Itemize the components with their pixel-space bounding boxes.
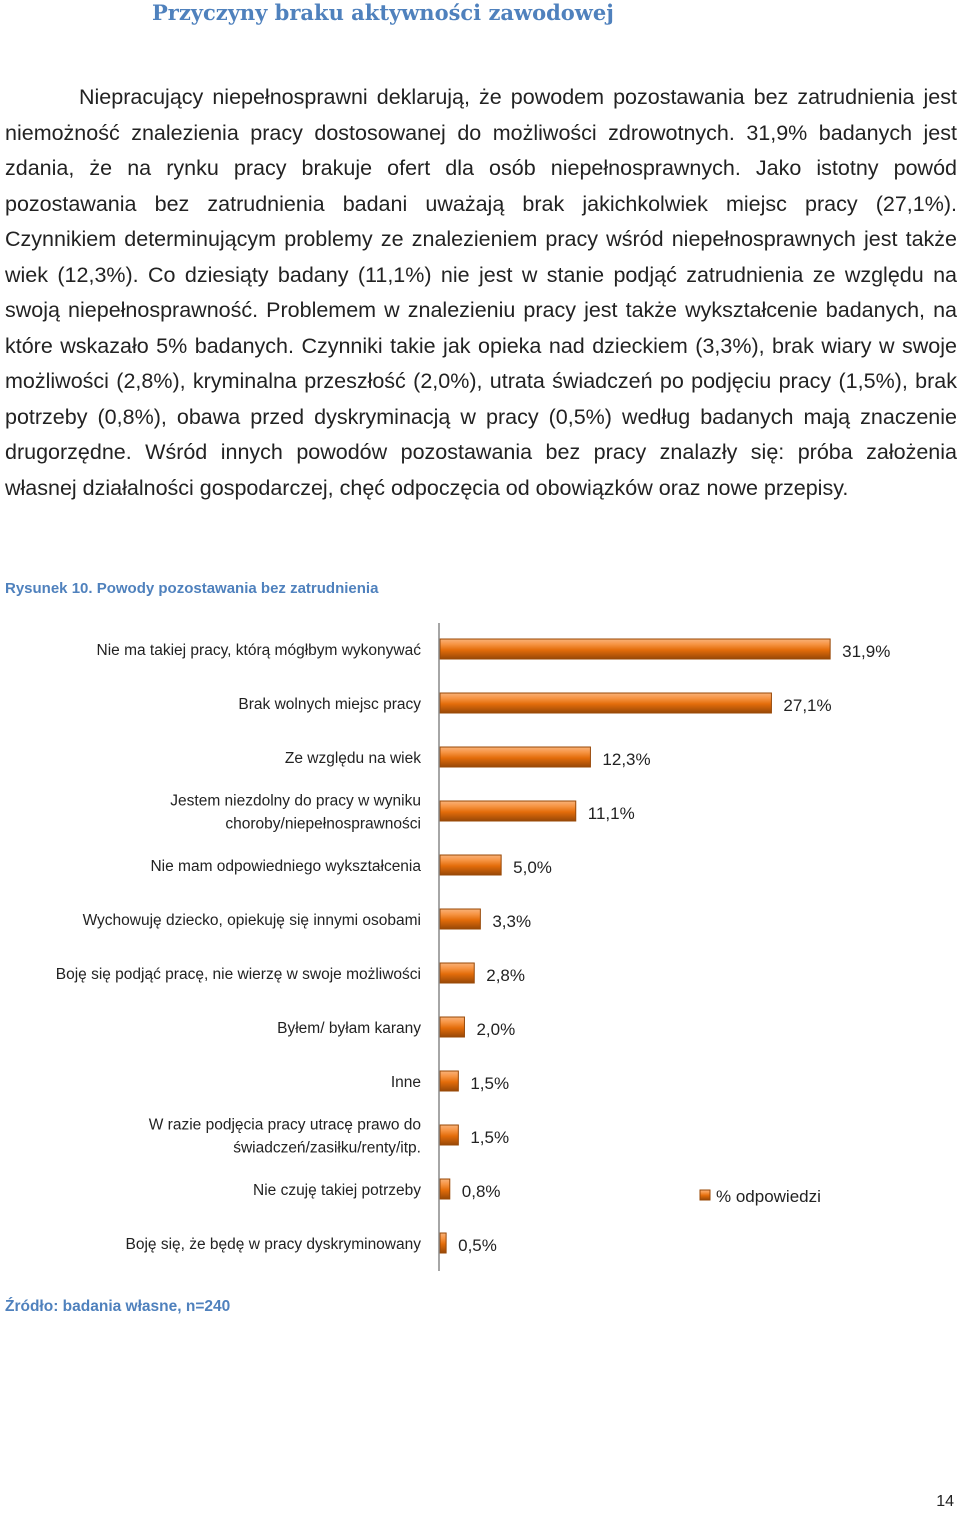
category-label: Ze względu na wiek <box>285 750 421 767</box>
section-heading: Przyczyny braku aktywności zawodowej <box>152 0 614 25</box>
category-label-line: Nie czuję takiej potrzeby <box>253 1182 421 1199</box>
bar <box>439 746 591 768</box>
category-label-line: Boję się, że będę w pracy dyskryminowany <box>126 1236 422 1253</box>
figure-caption: Rysunek 10. Powody pozostawania bez zatr… <box>5 580 379 597</box>
category-label-line: Brak wolnych miejsc pracy <box>238 696 421 713</box>
bar-group: 3,3% Wychowuję dziecko, opiekuję się inny… <box>83 908 531 931</box>
bar-group: 1,5% W razie podjęcia pracy utracę prawo … <box>149 1117 509 1157</box>
bar-group: 0,8% Nie czuję takiej potrzeby <box>253 1178 501 1201</box>
bar-group: 0,5% Boję się, że będę w pracy dyskrymino… <box>126 1232 497 1255</box>
category-label-line: Nie ma takiej pracy, którą mógłbym wykon… <box>97 642 422 659</box>
category-label-line: Ze względu na wiek <box>285 750 421 767</box>
category-label-line: Wychowuję dziecko, opiekuję się innymi o… <box>83 912 421 929</box>
bar-group: 27,1% Brak wolnych miejsc pracy <box>238 692 832 715</box>
bars-layer: 31,9% Nie ma takiej pracy, którą mógłbym … <box>56 638 890 1255</box>
bar-value-label: 3,3% <box>492 912 531 931</box>
bar-value-label: 31,9% <box>842 642 890 661</box>
page-number: 14 <box>936 1493 954 1510</box>
bar <box>439 692 772 714</box>
bar-value-label: 1,5% <box>470 1128 509 1147</box>
category-label: Nie ma takiej pracy, którą mógłbym wykon… <box>97 642 422 659</box>
bar-value-label: 2,0% <box>476 1020 515 1039</box>
bar-chart: 31,9% Nie ma takiej pracy, którą mógłbym … <box>56 623 890 1271</box>
bar <box>439 1124 459 1146</box>
category-label: Brak wolnych miejsc pracy <box>238 696 421 713</box>
category-label-line: Boję się podjąć pracę, nie wierzę w swoj… <box>56 966 421 983</box>
bar-group: 2,0% Byłem/ byłam karany <box>277 1016 515 1039</box>
category-label: Nie czuję takiej potrzeby <box>253 1182 421 1199</box>
bar-value-label: 0,5% <box>458 1236 497 1255</box>
category-label: Jestem niezdolny do pracy w wyniku chorob… <box>170 793 421 833</box>
category-label-line: choroby/niepełnosprawności <box>225 816 421 833</box>
bar-group: 12,3% Ze względu na wiek <box>285 746 651 769</box>
category-label: Wychowuję dziecko, opiekuję się innymi o… <box>83 912 421 929</box>
source-note: Źródło: badania własne, n=240 <box>5 1298 231 1315</box>
bar-value-label: 5,0% <box>513 858 552 877</box>
bar-group: 31,9% Nie ma takiej pracy, którą mógłbym … <box>97 638 890 661</box>
category-label: Nie mam odpowiedniego wykształcenia <box>150 858 421 875</box>
bar <box>439 1178 451 1200</box>
bar-value-label: 0,8% <box>462 1182 501 1201</box>
category-label: Boję się, że będę w pracy dyskryminowany <box>126 1236 422 1253</box>
category-label-line: Jestem niezdolny do pracy w wyniku <box>170 793 421 810</box>
body-paragraph-text: Niepracujący niepełnosprawni deklarują, … <box>5 85 957 500</box>
category-label-line: Byłem/ byłam karany <box>277 1020 421 1037</box>
category-label: Byłem/ byłam karany <box>277 1020 421 1037</box>
category-label: Boję się podjąć pracę, nie wierzę w swoj… <box>56 966 421 983</box>
category-label-line: W razie podjęcia pracy utracę prawo do <box>149 1117 421 1134</box>
bar-group: 2,8% Boję się podjąć pracę, nie wierzę w … <box>56 962 525 985</box>
bar <box>439 638 831 660</box>
bar <box>439 1016 465 1038</box>
category-label: Inne <box>391 1074 421 1091</box>
category-label: W razie podjęcia pracy utracę prawo do św… <box>149 1117 421 1157</box>
bar-group: 1,5% Inne <box>391 1070 509 1093</box>
bar <box>439 1232 447 1254</box>
bar <box>439 962 475 984</box>
legend: % odpowiedzi <box>699 1187 821 1206</box>
bar-value-label: 1,5% <box>470 1074 509 1093</box>
category-label-line: Nie mam odpowiedniego wykształcenia <box>150 858 421 875</box>
bar-group: 11,1% Jestem niezdolny do pracy w wyniku c… <box>170 793 634 833</box>
bar <box>439 800 577 822</box>
bar-value-label: 2,8% <box>486 966 525 985</box>
bar-value-label: 12,3% <box>602 750 650 769</box>
legend-label: % odpowiedzi <box>716 1187 821 1206</box>
category-label-line: Inne <box>391 1074 421 1091</box>
bar <box>439 908 481 930</box>
category-label-line: świadczeń/zasiłku/renty/itp. <box>233 1140 421 1157</box>
body-paragraph: Niepracujący niepełnosprawni deklarują, … <box>5 80 957 506</box>
bar <box>439 854 502 876</box>
bar <box>439 1070 459 1092</box>
legend-swatch <box>699 1189 711 1201</box>
bar-group: 5,0% Nie mam odpowiedniego wykształcenia <box>150 854 552 877</box>
bar-value-label: 27,1% <box>783 696 831 715</box>
bar-value-label: 11,1% <box>588 804 635 823</box>
